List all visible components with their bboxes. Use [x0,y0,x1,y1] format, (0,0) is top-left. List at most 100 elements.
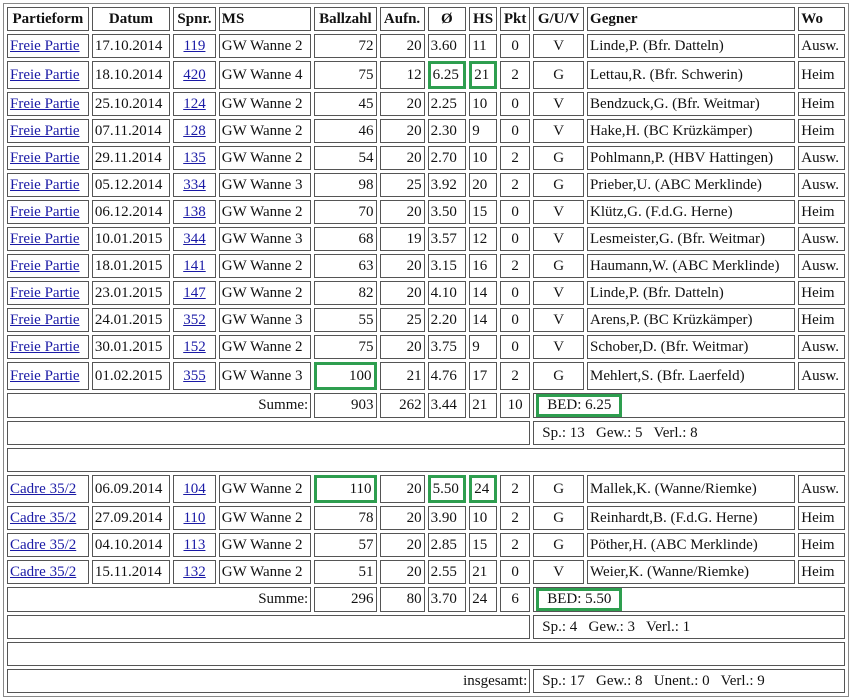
cell-guv: V [533,281,585,305]
cell-ms: GW Wanne 3 [218,362,312,390]
cell-ballzahl: 45 [314,92,377,116]
cell-aufn: 21 [379,362,425,390]
spnr-link[interactable]: 113 [183,536,206,553]
cell-pkt: 0 [499,560,531,584]
summe-pkt: 10 [499,393,531,418]
cell-spnr: 124 [173,92,216,116]
partieform-link[interactable]: Freie Partie [10,149,80,166]
cell-aufn: 20 [379,34,425,58]
spnr-link[interactable]: 147 [183,284,206,301]
cell-avg: 2.20 [427,308,467,332]
spnr-link[interactable]: 352 [183,311,206,328]
cell-ms: GW Wanne 2 [218,34,312,58]
spnr-link[interactable]: 119 [183,37,206,54]
partieform-link[interactable]: Cadre 35/2 [10,536,77,553]
spnr-link[interactable]: 132 [183,563,206,580]
cell-partieform: Freie Partie [7,308,89,332]
partieform-link[interactable]: Freie Partie [10,203,80,220]
cell-partieform: Freie Partie [7,335,89,359]
cell-ms: GW Wanne 3 [218,227,312,251]
column-header-ms: MS [218,7,312,31]
cell-hs: 12 [469,227,497,251]
cell-hs: 21 [469,560,497,584]
spnr-link[interactable]: 344 [183,230,206,247]
cell-ms: GW Wanne 2 [218,119,312,143]
cell-aufn: 19 [379,227,425,251]
spnr-link[interactable]: 128 [183,122,206,139]
cell-avg: 3.60 [427,34,467,58]
spnr-link[interactable]: 334 [183,176,206,193]
cell-spnr: 138 [173,200,216,224]
cell-ms: GW Wanne 2 [218,475,312,503]
cell-spnr: 152 [173,335,216,359]
summe-hs: 21 [469,393,497,418]
table-row: Freie Partie 18.01.2015 141 GW Wanne 2 63 20 3… [7,254,845,278]
cell-wo: Heim [798,506,845,530]
cell-avg: 3.90 [427,506,467,530]
spnr-link[interactable]: 141 [183,257,206,274]
spacer-cell [7,448,845,472]
cell-wo: Heim [798,281,845,305]
partieform-link[interactable]: Freie Partie [10,257,80,274]
cell-hs: 15 [469,533,497,557]
cell-aufn: 20 [379,475,425,503]
cell-guv: V [533,560,585,584]
spnr-link[interactable]: 138 [183,203,206,220]
partieform-link[interactable]: Cadre 35/2 [10,563,77,580]
column-header-pkt: Pkt [499,7,531,31]
cell-partieform: Cadre 35/2 [7,560,89,584]
cell-partieform: Freie Partie [7,119,89,143]
cell-spnr: 113 [173,533,216,557]
cell-datum: 15.11.2014 [91,560,171,584]
empty-cell [7,421,531,445]
cell-ms: GW Wanne 3 [218,173,312,197]
cell-hs: 10 [469,506,497,530]
spnr-link[interactable]: 110 [183,509,206,526]
cell-wo: Ausw. [798,227,845,251]
total-label: insgesamt: [7,669,531,693]
cell-wo: Ausw. [798,173,845,197]
spnr-link[interactable]: 420 [183,66,206,83]
cell-aufn: 25 [379,173,425,197]
partieform-link[interactable]: Freie Partie [10,367,80,384]
column-header-hs: HS [469,7,497,31]
table-row: Freie Partie 05.12.2014 334 GW Wanne 3 98 25 3… [7,173,845,197]
spnr-link[interactable]: 104 [183,480,206,497]
cell-spnr: 147 [173,281,216,305]
cell-gegner: Haumann,W. (ABC Merklinde) [587,254,796,278]
cell-avg: 4.10 [427,281,467,305]
partieform-link[interactable]: Cadre 35/2 [10,480,77,497]
spnr-link[interactable]: 355 [183,367,206,384]
partieform-link[interactable]: Freie Partie [10,95,80,112]
cell-partieform: Freie Partie [7,173,89,197]
partieform-link[interactable]: Freie Partie [10,66,80,83]
cell-gegner: Prieber,U. (ABC Merklinde) [587,173,796,197]
partieform-link[interactable]: Freie Partie [10,338,80,355]
partieform-link[interactable]: Freie Partie [10,176,80,193]
summe-ballzahl: 903 [314,393,377,418]
cell-gegner: Schober,D. (Bfr. Weitmar) [587,335,796,359]
cell-aufn: 20 [379,506,425,530]
partieform-link[interactable]: Freie Partie [10,284,80,301]
partieform-link[interactable]: Freie Partie [10,37,80,54]
cell-ms: GW Wanne 2 [218,506,312,530]
cell-pkt: 2 [499,362,531,390]
partieform-link[interactable]: Freie Partie [10,230,80,247]
partieform-link[interactable]: Cadre 35/2 [10,509,77,526]
spnr-link[interactable]: 135 [183,149,206,166]
cell-avg: 3.50 [427,200,467,224]
cell-hs: 9 [469,119,497,143]
empty-cell [7,615,531,639]
cell-guv: G [533,533,585,557]
cell-aufn: 20 [379,560,425,584]
spnr-link[interactable]: 152 [183,338,206,355]
cell-datum: 29.11.2014 [91,146,171,170]
cell-ballzahl: 57 [314,533,377,557]
partieform-link[interactable]: Freie Partie [10,122,80,139]
cell-ballzahl: 72 [314,34,377,58]
cell-avg: 5.50 [427,475,467,503]
spnr-link[interactable]: 124 [183,95,206,112]
partieform-link[interactable]: Freie Partie [10,311,80,328]
summe-row: Summe: 296 80 3.70 24 6 BED: 5.50 [7,587,845,612]
cell-pkt: 2 [499,533,531,557]
